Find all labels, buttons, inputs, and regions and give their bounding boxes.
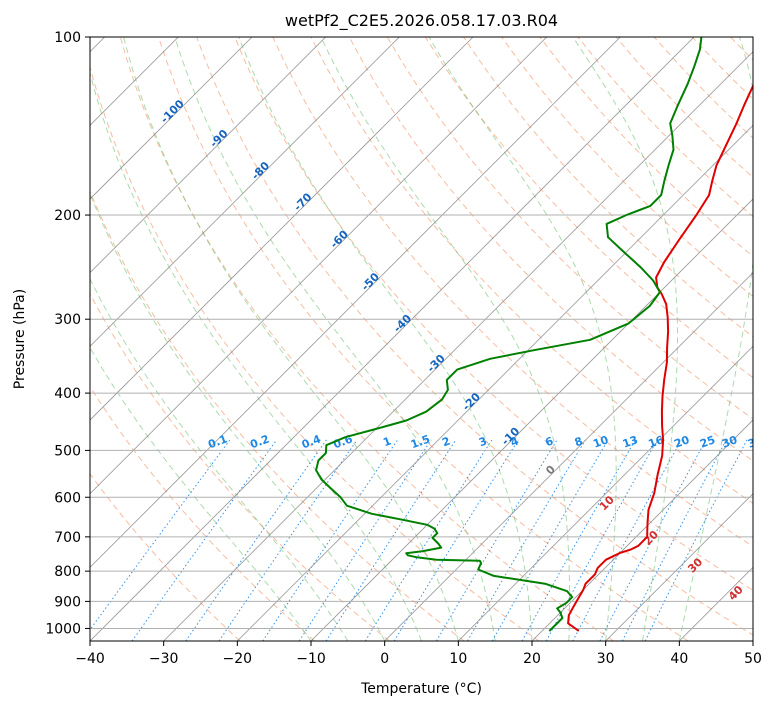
- dry-adiabat-line: [501, 37, 753, 298]
- dry-adiabat-line: [119, 37, 614, 641]
- mixing-ratio-label: 36: [746, 433, 765, 451]
- isotherm-line: [90, 37, 474, 421]
- y-tick-label: 100: [54, 30, 81, 46]
- dry-adiabat-line: [386, 37, 753, 420]
- moist-adiabat-line: [572, 37, 678, 641]
- isotherm-line: [90, 37, 621, 568]
- isotherm-line: [90, 37, 400, 347]
- mixing-ratio-label: 20: [672, 433, 691, 451]
- x-tick-label: 10: [449, 651, 467, 667]
- y-tick-label: 1000: [45, 621, 81, 637]
- plot-area: -100-90-80-70-60-50-40-30-20-10010203040…: [90, 37, 765, 641]
- moist-adiabat-line: [90, 277, 349, 641]
- isotherm-line: [163, 51, 753, 641]
- mixing-ratio-label: 16: [647, 433, 666, 451]
- moist-adiabat-line: [428, 37, 617, 641]
- mixing-ratio-label: 25: [698, 433, 717, 450]
- x-tick-label: 40: [670, 651, 688, 667]
- mixing-ratio-label: 1.5: [409, 432, 432, 451]
- moist-adiabat-line: [123, 37, 459, 641]
- moist-adiabat-line: [90, 192, 386, 641]
- isotherm-line: [90, 37, 695, 641]
- mixing-ratio-line: [521, 439, 636, 641]
- moist-adiabat-line: [238, 37, 533, 641]
- x-tick-label: 20: [523, 651, 541, 667]
- isotherm-line: [90, 37, 547, 495]
- mixing-ratio-line: [218, 439, 358, 641]
- mixing-ratio-line: [262, 439, 399, 641]
- isotherm-line: [531, 419, 753, 641]
- isotherm-line: [90, 37, 253, 200]
- y-tick-label: 600: [54, 490, 81, 506]
- dry-adiabat-line: [90, 65, 540, 641]
- mixing-ratio-label: 10: [591, 433, 610, 451]
- mixing-ratio-line: [644, 439, 748, 641]
- mixing-ratio-line: [90, 439, 231, 631]
- plot-frame: [89, 36, 754, 642]
- x-tick-label: −20: [223, 651, 253, 667]
- y-tick-label: 200: [54, 208, 81, 224]
- dry-adiabat-line: [158, 37, 689, 641]
- mixing-ratio-label: 8: [573, 435, 585, 450]
- x-axis-label: Temperature (°C): [360, 681, 482, 697]
- isotherm-line: [384, 272, 753, 641]
- mixing-ratio-label: 0.2: [248, 432, 271, 451]
- mixing-ratio-label: 3: [477, 435, 489, 450]
- mixing-ratio-line: [298, 439, 432, 641]
- y-tick-label: 800: [54, 564, 81, 580]
- x-tick-label: −40: [75, 651, 105, 667]
- mixing-ratio-line: [491, 439, 609, 641]
- dry-adiabat-line: [90, 472, 241, 641]
- dry-adiabat-line: [310, 37, 753, 504]
- y-tick-label: 500: [54, 443, 81, 459]
- x-tick-label: 50: [744, 651, 762, 667]
- dry-adiabat-line: [234, 37, 753, 591]
- mixing-ratio-label: 1: [381, 435, 393, 450]
- mixing-ratio-label: 6: [543, 434, 555, 449]
- mixing-ratio-line: [185, 439, 327, 641]
- y-tick-label: 700: [54, 530, 81, 546]
- moist-adiabat-line: [174, 37, 496, 641]
- dry-adiabat-line: [424, 37, 753, 379]
- mixing-ratio-label: 0.1: [206, 432, 229, 451]
- dewpoint-profile-line: [315, 37, 703, 632]
- isotherm-line: [237, 124, 753, 641]
- y-tick-label: 900: [54, 594, 81, 610]
- mixing-ratio-line: [467, 439, 586, 641]
- mixing-ratio-label: 13: [621, 433, 640, 450]
- mixing-ratio-label: 0.4: [300, 432, 323, 451]
- isotherm-line: [90, 37, 326, 274]
- x-tick-label: 30: [597, 651, 615, 667]
- mixing-ratio-label: 4: [509, 434, 521, 449]
- dry-adiabat-line: [463, 37, 753, 338]
- y-tick-label: 300: [54, 312, 81, 328]
- y-tick-label: 400: [54, 386, 81, 402]
- dry-adiabat-line: [90, 190, 465, 641]
- isotherm-line: [458, 345, 753, 641]
- temperature-profile-line: [567, 83, 753, 632]
- mixing-ratio-label: 30: [720, 433, 739, 451]
- dry-adiabat-line: [272, 37, 753, 547]
- x-tick-label: 0: [380, 651, 389, 667]
- moist-adiabat-line: [678, 37, 753, 641]
- y-axis-label: Pressure (hPa): [12, 289, 28, 389]
- mixing-ratio-label: 2: [440, 435, 452, 450]
- dry-adiabat-line: [90, 385, 316, 641]
- isotherm-line: [310, 198, 753, 641]
- chart-title: wetPf2_C2E5.2026.058.17.03.R04: [285, 11, 558, 31]
- dry-adiabat-line: [90, 292, 390, 641]
- x-tick-label: −30: [149, 651, 179, 667]
- dry-adiabat-line: [348, 37, 753, 462]
- isotherm-line: [605, 493, 753, 641]
- mixing-ratio-line: [545, 439, 658, 641]
- axes: −40 −30 −20 −10 0 10 20 30 40 5010020030040050060…: [45, 30, 762, 667]
- mixing-ratio-line: [364, 439, 493, 641]
- mixing-ratio-line: [325, 439, 457, 641]
- x-tick-label: −10: [296, 651, 326, 667]
- mixing-ratio-line: [435, 439, 558, 641]
